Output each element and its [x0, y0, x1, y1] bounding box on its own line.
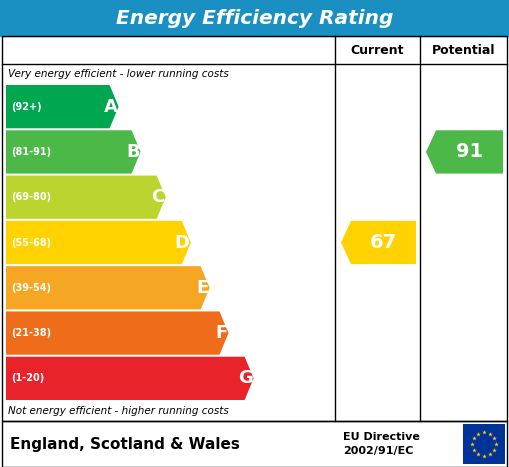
Text: 2002/91/EC: 2002/91/EC — [343, 446, 413, 456]
Text: Energy Efficiency Rating: Energy Efficiency Rating — [116, 8, 393, 28]
Text: (21-38): (21-38) — [11, 328, 51, 338]
Text: Very energy efficient - lower running costs: Very energy efficient - lower running co… — [8, 69, 229, 79]
Polygon shape — [426, 130, 503, 174]
Text: (81-91): (81-91) — [11, 147, 51, 157]
Polygon shape — [6, 130, 140, 174]
Text: 67: 67 — [370, 233, 397, 252]
Text: (1-20): (1-20) — [11, 373, 44, 383]
Text: Not energy efficient - higher running costs: Not energy efficient - higher running co… — [8, 406, 229, 416]
Polygon shape — [6, 357, 253, 400]
Text: England, Scotland & Wales: England, Scotland & Wales — [10, 437, 240, 452]
Bar — [463, 424, 505, 464]
Text: B: B — [126, 143, 139, 161]
Text: (39-54): (39-54) — [11, 283, 51, 293]
Bar — [2, 36, 507, 421]
Bar — [2, 421, 507, 467]
Text: A: A — [104, 98, 118, 116]
Text: 91: 91 — [456, 142, 483, 162]
Text: Potential: Potential — [432, 43, 495, 57]
Text: (92+): (92+) — [11, 102, 42, 112]
Polygon shape — [6, 85, 119, 128]
Bar — [0, 0, 509, 36]
Text: D: D — [175, 234, 190, 252]
Text: Current: Current — [351, 43, 404, 57]
Polygon shape — [341, 221, 416, 264]
Text: (55-68): (55-68) — [11, 238, 51, 248]
Text: (69-80): (69-80) — [11, 192, 51, 202]
Text: EU Directive: EU Directive — [343, 432, 420, 442]
Polygon shape — [6, 266, 210, 310]
Text: G: G — [238, 369, 252, 387]
Text: C: C — [152, 188, 165, 206]
Polygon shape — [6, 176, 166, 219]
Polygon shape — [6, 311, 229, 355]
Polygon shape — [6, 221, 191, 264]
Text: E: E — [196, 279, 209, 297]
Text: F: F — [215, 324, 228, 342]
